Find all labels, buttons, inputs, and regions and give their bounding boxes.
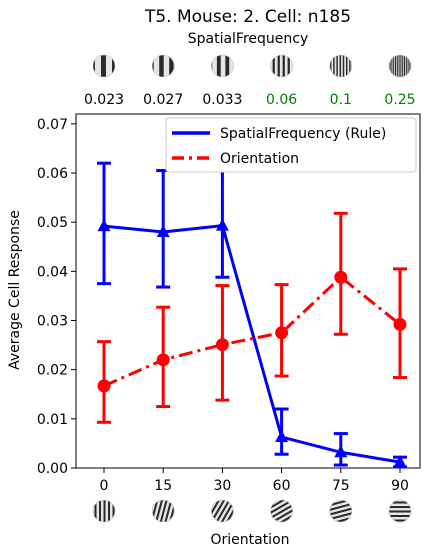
y-tick-label: 0.00 bbox=[37, 461, 68, 477]
top-tick-label: 0.1 bbox=[330, 92, 352, 108]
legend-box bbox=[165, 117, 417, 173]
top-tick-label: 0.023 bbox=[84, 92, 124, 108]
y-tick-label: 0.06 bbox=[37, 166, 68, 182]
top-stimulus-icons bbox=[92, 54, 412, 78]
data-point bbox=[393, 455, 407, 468]
y-tick-label: 0.02 bbox=[37, 363, 68, 379]
x-tick-label: 30 bbox=[213, 478, 231, 494]
grating-icon bbox=[92, 54, 116, 78]
grating-icon bbox=[388, 54, 412, 78]
top-tick-label: 0.027 bbox=[143, 92, 183, 108]
chart-title: T5. Mouse: 2. Cell: n185 bbox=[144, 7, 351, 27]
x-tick-label: 60 bbox=[273, 478, 291, 494]
data-point bbox=[156, 353, 170, 367]
grating-icon bbox=[270, 54, 293, 78]
x-tick-label: 90 bbox=[391, 478, 409, 494]
series-line bbox=[103, 275, 401, 388]
y-axis-label: Average Cell Response bbox=[7, 210, 23, 370]
data-point bbox=[97, 219, 111, 232]
top-tick-label: 0.25 bbox=[384, 92, 415, 108]
grating-icon bbox=[329, 54, 353, 78]
x-tick-label: 0 bbox=[100, 478, 109, 494]
grating-icon bbox=[92, 499, 116, 523]
data-point bbox=[156, 225, 170, 237]
data-point bbox=[334, 270, 348, 284]
bottom-stimulus-icons bbox=[92, 499, 412, 523]
y-tick-label: 0.07 bbox=[37, 117, 68, 133]
data-point bbox=[97, 379, 111, 393]
top-tick-label: 0.06 bbox=[266, 92, 297, 108]
y-tick-label: 0.03 bbox=[37, 314, 68, 330]
legend-label: SpatialFrequency (Rule) bbox=[220, 126, 386, 142]
grating-icon bbox=[270, 499, 293, 523]
grating-icon bbox=[151, 499, 175, 523]
series-line bbox=[103, 223, 401, 464]
data-point bbox=[215, 218, 229, 231]
x-tick-label: 75 bbox=[332, 478, 350, 494]
legend-label: Orientation bbox=[220, 151, 299, 167]
y-tick-label: 0.01 bbox=[37, 412, 68, 428]
grating-icon bbox=[388, 499, 412, 523]
data-point bbox=[393, 317, 407, 331]
data-point bbox=[275, 430, 289, 443]
series bbox=[97, 211, 407, 424]
x-tick-label: 15 bbox=[154, 478, 172, 494]
x-axis: 0 15 30 60 75 90 bbox=[100, 468, 409, 494]
top-tick-label: 0.033 bbox=[202, 92, 242, 108]
y-tick-label: 0.05 bbox=[37, 215, 68, 231]
x-axis-label: Orientation bbox=[210, 532, 289, 548]
series bbox=[97, 161, 407, 469]
series-layer bbox=[97, 161, 407, 469]
grating-icon bbox=[211, 499, 234, 523]
top-axis-label: SpatialFrequency bbox=[188, 31, 309, 47]
y-axis: 0.00 0.01 0.02 0.03 0.04 0.05 0.06 0.07 bbox=[37, 117, 76, 477]
y-tick-label: 0.04 bbox=[37, 264, 68, 280]
data-point bbox=[275, 326, 289, 340]
plot-area bbox=[75, 113, 421, 469]
legend: SpatialFrequency (Rule) Orientation bbox=[165, 117, 417, 173]
data-point bbox=[334, 445, 348, 458]
data-point bbox=[215, 338, 229, 352]
grating-icon bbox=[329, 499, 353, 523]
top-tick-labels: 0.023 0.027 0.033 0.06 0.1 0.25 bbox=[84, 92, 416, 108]
grating-icon bbox=[151, 54, 175, 78]
grating-icon bbox=[211, 54, 234, 78]
